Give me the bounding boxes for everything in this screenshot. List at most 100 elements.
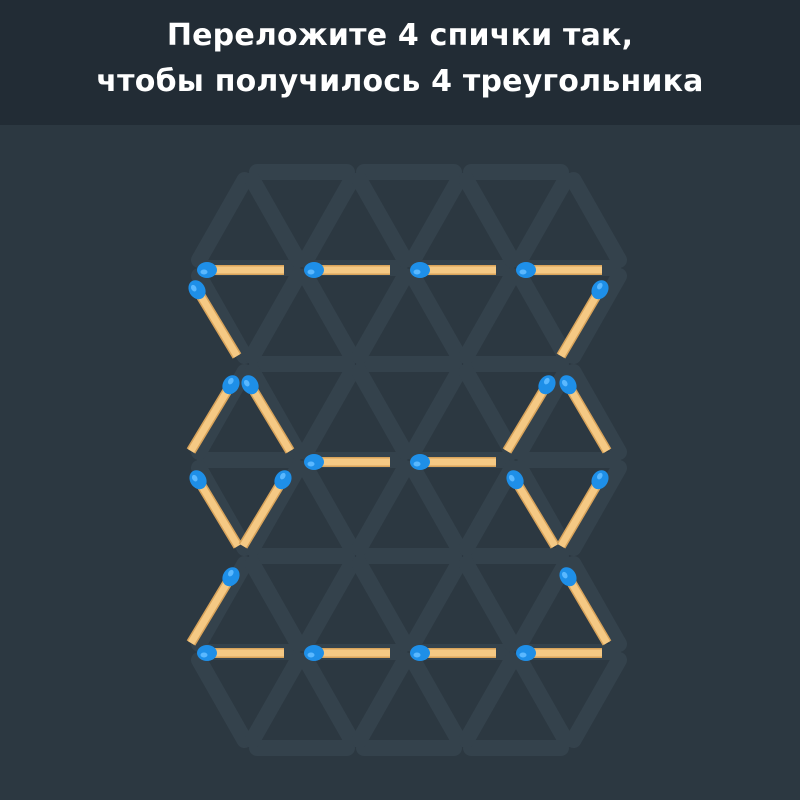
ghost-slot	[298, 364, 360, 460]
matchstick[interactable]	[516, 645, 602, 661]
match-head	[410, 645, 430, 661]
match-head-highlight	[561, 379, 568, 387]
match-head	[222, 375, 240, 395]
match-head-highlight	[596, 472, 603, 480]
ghost-slot	[405, 364, 467, 460]
match-head	[516, 645, 536, 661]
ghost-slot	[512, 172, 574, 268]
ghost-slot	[405, 556, 467, 652]
match-head	[516, 262, 536, 278]
matchstick[interactable]	[410, 262, 496, 278]
title-bar: Переложите 4 спички так, чтобы получилос…	[0, 0, 800, 125]
ghost-slot	[512, 268, 574, 364]
ghost-slot	[405, 652, 467, 748]
ghost-slot	[458, 460, 520, 556]
matchstick[interactable]	[304, 262, 390, 278]
matchstick[interactable]	[185, 277, 242, 359]
match-head	[410, 262, 430, 278]
match-head-highlight	[508, 474, 515, 482]
match-head-highlight	[243, 379, 250, 387]
match-head	[274, 470, 292, 490]
match-head	[591, 280, 609, 300]
ghost-slot	[405, 172, 467, 268]
matchstick[interactable]	[304, 645, 390, 661]
match-head-highlight	[200, 269, 208, 275]
puzzle-title-line-1: Переложите 4 спички так,	[166, 18, 634, 53]
ghost-slot	[351, 364, 413, 460]
match-head-highlight	[519, 269, 527, 275]
ghost-slot	[244, 364, 306, 460]
ghost-slot	[458, 364, 520, 460]
ghost-slot	[458, 652, 520, 748]
ghost-slot	[244, 556, 306, 652]
ghost-slot	[351, 460, 413, 556]
match-head	[197, 645, 217, 661]
match-head-highlight	[519, 652, 527, 658]
ghost-slot	[458, 556, 520, 652]
ghost-slot	[191, 652, 253, 748]
match-head	[304, 645, 324, 661]
ghost-slot	[512, 652, 574, 748]
ghost-slot	[351, 652, 413, 748]
matchstick[interactable]	[304, 454, 390, 470]
matchstick[interactable]	[410, 454, 496, 470]
match-head-highlight	[307, 461, 315, 467]
matchstick[interactable]	[186, 467, 243, 549]
match-head-highlight	[307, 652, 315, 658]
ghost-slot	[512, 460, 574, 556]
match-head-highlight	[191, 474, 198, 482]
matchstick[interactable]	[410, 645, 496, 661]
ghost-slot	[298, 460, 360, 556]
matchstick[interactable]	[556, 277, 612, 359]
puzzle-title-line-2: чтобы получилось 4 треугольника	[96, 64, 704, 99]
matchstick[interactable]	[503, 467, 560, 549]
match-head-highlight	[280, 472, 286, 480]
matchstick[interactable]	[516, 262, 602, 278]
matchstick[interactable]	[556, 372, 612, 454]
ghost-slot	[512, 364, 574, 460]
matchstick[interactable]	[502, 372, 559, 454]
ghost-slot	[351, 172, 413, 268]
matchstick[interactable]	[186, 372, 243, 454]
ghost-slot	[244, 652, 306, 748]
match-head-highlight	[413, 269, 421, 275]
match-head-highlight	[228, 377, 234, 385]
matchstick[interactable]	[556, 564, 612, 646]
matchstick[interactable]	[197, 645, 284, 661]
ghost-slot	[565, 460, 627, 556]
ghost-slot	[191, 172, 253, 268]
match-head	[410, 454, 430, 470]
match-head-highlight	[413, 461, 421, 467]
match-head-highlight	[228, 569, 234, 577]
ghost-slot	[191, 268, 253, 364]
matchstick[interactable]	[238, 372, 295, 454]
matchstick[interactable]	[197, 262, 284, 278]
match-head-highlight	[596, 282, 603, 290]
ghost-slot	[351, 556, 413, 652]
ghost-grid	[191, 164, 627, 756]
match-head-highlight	[307, 269, 315, 275]
ghost-slot	[458, 268, 520, 364]
match-head-highlight	[413, 652, 421, 658]
matchstick[interactable]	[556, 467, 612, 549]
ghost-slot	[298, 268, 360, 364]
ghost-slot	[512, 556, 574, 652]
match-head	[538, 375, 556, 395]
ghost-slot	[405, 460, 467, 556]
match-head	[222, 567, 240, 587]
ghost-slot	[298, 556, 360, 652]
ghost-slot	[298, 172, 360, 268]
matches	[185, 262, 612, 661]
match-head	[591, 470, 609, 490]
matchstick[interactable]	[238, 467, 295, 549]
ghost-slot	[244, 268, 306, 364]
ghost-slot	[458, 172, 520, 268]
ghost-slot	[405, 268, 467, 364]
ghost-slot	[565, 652, 627, 748]
ghost-slot	[244, 172, 306, 268]
match-head-highlight	[561, 571, 568, 579]
match-head	[197, 262, 217, 278]
matchstick[interactable]	[186, 564, 243, 646]
match-head-highlight	[544, 377, 550, 385]
